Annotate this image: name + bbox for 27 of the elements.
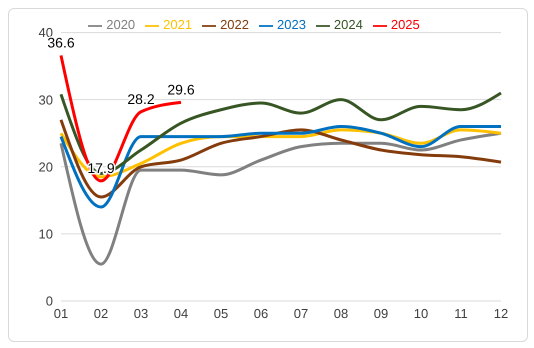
x-tick-label: 04 bbox=[174, 306, 188, 322]
line-series bbox=[60, 132, 502, 266]
x-tick-label: 12 bbox=[494, 306, 508, 322]
legend-label: 2020 bbox=[106, 17, 136, 32]
legend-label: 2021 bbox=[163, 17, 192, 32]
legend-label: 2022 bbox=[220, 17, 249, 32]
line-series bbox=[60, 118, 502, 198]
x-tick-label: 01 bbox=[54, 306, 68, 322]
legend-label: 2024 bbox=[334, 17, 363, 32]
y-tick-label: 30 bbox=[38, 92, 53, 108]
x-tick-label: 10 bbox=[414, 306, 428, 322]
data-label: 28.2 bbox=[127, 90, 155, 107]
x-tick-label: 02 bbox=[94, 306, 108, 322]
x-tick-label: 03 bbox=[134, 306, 148, 322]
x-tick-label: 09 bbox=[374, 306, 388, 322]
x-tick-label: 11 bbox=[454, 306, 468, 322]
x-tick-label: 05 bbox=[214, 306, 228, 322]
x-tick-label: 07 bbox=[294, 306, 308, 322]
y-tick-label: 0 bbox=[46, 294, 53, 309]
legend-label: 2023 bbox=[277, 17, 306, 32]
line-series bbox=[60, 125, 502, 209]
x-tick-label: 08 bbox=[334, 306, 348, 322]
y-tick-label: 20 bbox=[38, 159, 53, 174]
data-label: 29.6 bbox=[167, 81, 195, 98]
y-tick-label: 10 bbox=[38, 226, 53, 242]
x-tick-label: 06 bbox=[254, 306, 268, 322]
legend-label: 2025 bbox=[390, 17, 420, 32]
